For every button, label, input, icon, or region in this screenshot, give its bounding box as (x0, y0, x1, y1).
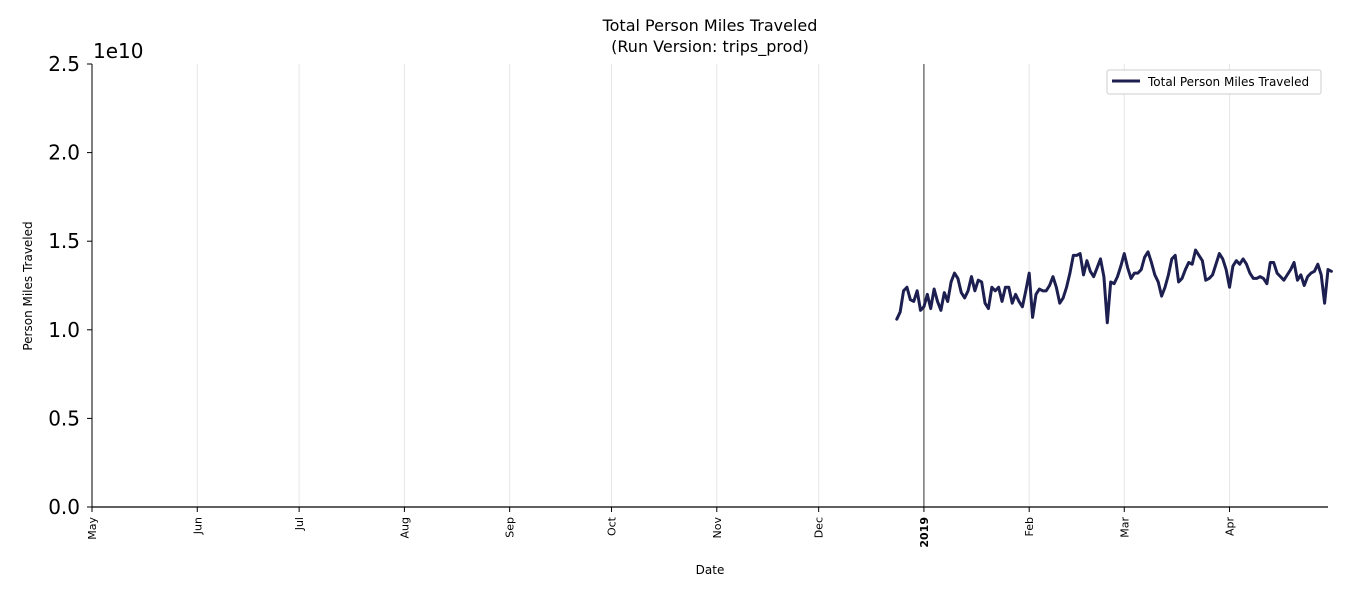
chart-title: Total Person Miles Traveled (602, 16, 818, 35)
x-tick-label: Nov (711, 517, 724, 539)
x-tick-label: Apr (1224, 517, 1237, 537)
y-tick-label: 0.5 (48, 406, 80, 430)
x-grid (91, 64, 1231, 507)
x-tick-label: Aug (398, 517, 411, 538)
y-tick-label: 1.5 (48, 229, 80, 253)
x-tick-label: Jul (293, 517, 306, 531)
x-tick-label: Mar (1118, 517, 1131, 538)
y-tick-label: 2.5 (48, 52, 80, 76)
y-tick-label: 2.0 (48, 141, 80, 165)
y-offset-label: 1e10 (93, 39, 143, 63)
x-tick-label: Jun (191, 517, 204, 535)
legend: Total Person Miles Traveled (1106, 69, 1322, 95)
x-tick-label: Dec (813, 517, 826, 538)
y-tick-label: 1.0 (48, 318, 80, 342)
x-tick-label: Sep (504, 517, 517, 538)
x-tick-label: Feb (1023, 517, 1036, 536)
x-axis-label: Date (696, 563, 725, 577)
x-ticks: May Jun Jul Aug Sep Oct Nov Dec 2019 Feb Mar Apr (86, 507, 1237, 548)
x-tick-label: May (86, 517, 99, 540)
x-tick-label: Oct (606, 516, 619, 536)
chart-subtitle: (Run Version: trips_prod) (611, 37, 809, 57)
y-ticks: 0.0 0.5 1.0 1.5 2.0 2.5 (48, 52, 92, 519)
y-tick-label: 0.0 (48, 495, 80, 519)
y-axis-label: Person Miles Traveled (21, 221, 35, 350)
x-tick-label: 2019 (918, 517, 931, 548)
series-line (895, 248, 1333, 325)
legend-box (1106, 69, 1322, 95)
legend-label: Total Person Miles Traveled (1147, 75, 1309, 89)
